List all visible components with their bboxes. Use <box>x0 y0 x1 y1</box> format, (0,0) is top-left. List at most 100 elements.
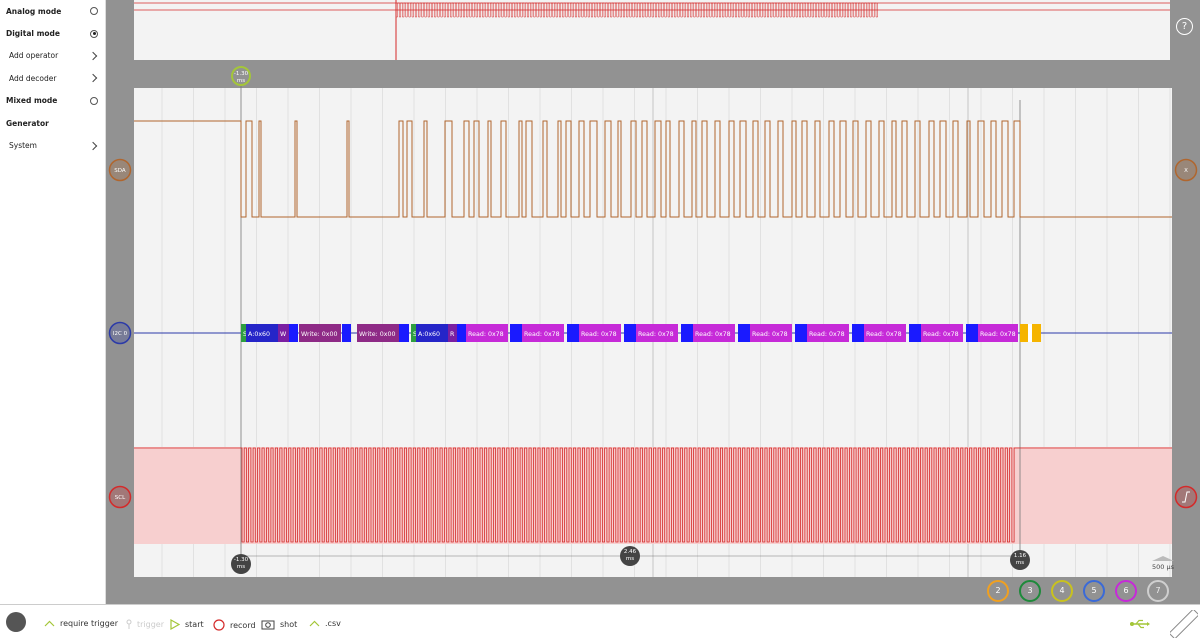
help-button[interactable]: ? <box>1176 18 1193 35</box>
decoder-packet-label: Read: 0x78 <box>809 331 845 338</box>
sda-right-marker <box>1174 158 1198 182</box>
decoder-packet <box>624 324 636 342</box>
decoder-packet-label: Read: 0x78 <box>638 331 674 338</box>
decoder-packet <box>448 324 457 342</box>
cursor-top-value: -1.30 <box>233 71 249 77</box>
bottom-toolbar: require trigger trigger start record sho… <box>0 604 1200 639</box>
decoder-packet-label: Write: 0x00 <box>301 331 338 338</box>
sidebar-item-label: System <box>9 141 37 151</box>
sidebar-item-generator[interactable]: Generator <box>0 112 105 134</box>
scl-band <box>134 447 1172 544</box>
sidebar-item-digital-mode[interactable]: Digital mode <box>0 22 105 44</box>
cursor-left-handle[interactable]: -1.30 ms <box>231 554 251 574</box>
decoder-packet <box>921 324 963 342</box>
decoder-packet <box>750 324 792 342</box>
decoder-packet-label: S <box>243 331 247 338</box>
decoder-packet-label: Read: 0x78 <box>980 331 1016 338</box>
cursor-top-handle[interactable]: -1.30 ms <box>231 66 251 86</box>
decoder-packet <box>807 324 849 342</box>
sda-channel-marker-label: SDA <box>114 168 126 174</box>
decoder-packet <box>246 324 278 342</box>
decoder-packet <box>795 324 807 342</box>
decoder-packet-label: Read: 0x78 <box>468 331 504 338</box>
decoder-packet-label: W <box>280 331 287 338</box>
decoder-packet <box>966 324 978 342</box>
csv-button[interactable]: .csv <box>309 619 341 628</box>
timebase-control[interactable]: 500 µs <box>1152 556 1174 571</box>
sda-channel-marker <box>108 158 132 182</box>
channel-button-3[interactable]: 3 <box>1019 580 1041 602</box>
decoder-packet <box>342 324 351 342</box>
ruler-icon[interactable] <box>1170 610 1198 638</box>
start-label: start <box>185 620 204 629</box>
channel-button-7[interactable]: 7 <box>1147 580 1169 602</box>
decoder-packet-label: Read: 0x78 <box>695 331 731 338</box>
decoder-packet <box>457 324 466 342</box>
decoder-packet <box>909 324 921 342</box>
decoder-packet <box>522 324 564 342</box>
i2c-channel-marker-label: I2C 0 <box>113 331 128 337</box>
sidebar-item-mixed-mode[interactable]: Mixed mode <box>0 90 105 112</box>
shot-button[interactable]: shot <box>261 619 297 630</box>
decoder-packet <box>636 324 678 342</box>
decoder-packet <box>567 324 579 342</box>
record-label: record <box>230 620 256 630</box>
decoder-packet-label: Read: 0x78 <box>866 331 902 338</box>
sidebar-item-analog-mode[interactable]: Analog mode <box>0 0 105 22</box>
i2c-channel-marker <box>108 321 132 345</box>
decoder-packet <box>416 324 448 342</box>
cursor-right-unit: ms <box>1015 560 1025 566</box>
decoder-packet <box>411 324 416 342</box>
timebase-value: 500 µs <box>1152 563 1174 571</box>
radio-icon[interactable] <box>90 96 98 105</box>
channel-button-5[interactable]: 5 <box>1083 580 1105 602</box>
scl-channel-marker-label: SCL <box>115 495 126 501</box>
record-icon <box>213 619 225 631</box>
chevron-up-icon <box>44 620 55 627</box>
record-button[interactable]: record <box>213 619 256 631</box>
decoder-packet <box>978 324 1018 342</box>
decoder-packet <box>510 324 522 342</box>
cursor-right-handle[interactable]: 1.16 ms <box>1010 550 1030 570</box>
sidebar-item-label: Analog mode <box>6 6 62 16</box>
shot-label: shot <box>280 620 298 629</box>
sidebar-item-label: Digital mode <box>6 29 60 39</box>
trigger-icon <box>126 619 132 629</box>
csv-label: .csv <box>325 619 341 628</box>
channel-button-2[interactable]: 2 <box>987 580 1009 602</box>
radio-icon[interactable] <box>90 7 98 16</box>
decoder-packet <box>738 324 750 342</box>
chevron-up-icon <box>309 620 320 627</box>
timebase-up-icon <box>1152 556 1174 561</box>
decoder-packet <box>299 324 341 342</box>
usb-icon <box>1130 619 1150 629</box>
channel-button-4[interactable]: 4 <box>1051 580 1073 602</box>
sidebar-item-label: Add decoder <box>9 73 57 83</box>
sidebar-item-system[interactable]: System <box>0 134 105 156</box>
sidebar-item-add-decoder[interactable]: Add decoder <box>0 67 105 89</box>
trigger-label: trigger <box>137 619 165 629</box>
waveform-canvas: S A:0x60 W Write: 0x00 Write: 0x00 S A:0x60 R Re… <box>108 0 1198 577</box>
overview-burst <box>395 2 878 18</box>
decoder-packet <box>579 324 621 342</box>
logo-icon <box>6 612 26 632</box>
require-trigger-toggle[interactable]: require trigger <box>44 619 118 628</box>
decoder-packet <box>852 324 864 342</box>
decoder-packet <box>278 324 289 342</box>
play-icon <box>170 619 180 630</box>
sidebar-item-label: Mixed mode <box>6 96 58 106</box>
camera-icon <box>261 620 275 630</box>
sidebar-item-add-operator[interactable]: Add operator <box>0 45 105 67</box>
decoder-packet-label: - <box>1030 331 1032 338</box>
trigger-button[interactable]: trigger <box>126 619 164 629</box>
radio-icon[interactable] <box>90 29 98 38</box>
cursor-delta-handle[interactable]: 2.46 ms <box>620 546 640 566</box>
decoder-packet <box>693 324 735 342</box>
decoder-packet-label: Read: 0x78 <box>752 331 788 338</box>
channel-button-6[interactable]: 6 <box>1115 580 1137 602</box>
rising-edge-icon <box>1182 491 1190 503</box>
scl-channel-marker <box>108 485 132 509</box>
start-button[interactable]: start <box>170 619 204 630</box>
decoder-packet-label: Read: 0x78 <box>923 331 959 338</box>
sda-right-marker-label: X <box>1184 168 1188 174</box>
